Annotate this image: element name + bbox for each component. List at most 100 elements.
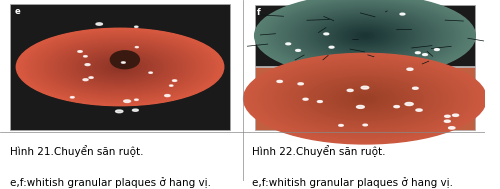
Text: Hình 22.Chuyển sãn ruột.: Hình 22.Chuyển sãn ruột.: [252, 145, 386, 157]
Circle shape: [299, 11, 431, 60]
Circle shape: [300, 12, 430, 60]
Circle shape: [296, 50, 300, 51]
Circle shape: [285, 69, 445, 129]
Circle shape: [260, 0, 470, 75]
Circle shape: [334, 87, 396, 110]
Circle shape: [309, 78, 421, 119]
Circle shape: [26, 32, 214, 102]
Circle shape: [314, 16, 416, 55]
Circle shape: [312, 16, 418, 56]
Circle shape: [63, 46, 177, 88]
Circle shape: [266, 61, 464, 136]
Circle shape: [348, 92, 382, 105]
Text: Hình 21.Chuyển sãn ruột.: Hình 21.Chuyển sãn ruột.: [10, 145, 143, 157]
Circle shape: [84, 53, 156, 81]
Circle shape: [286, 43, 290, 45]
Circle shape: [452, 114, 458, 116]
Circle shape: [444, 120, 450, 122]
Circle shape: [68, 48, 172, 86]
Circle shape: [346, 91, 385, 106]
Circle shape: [290, 70, 440, 127]
Circle shape: [107, 62, 133, 72]
Circle shape: [314, 80, 416, 118]
Circle shape: [343, 91, 387, 107]
Circle shape: [20, 30, 220, 104]
Circle shape: [303, 98, 308, 100]
Circle shape: [328, 85, 402, 112]
Circle shape: [338, 25, 392, 46]
Circle shape: [319, 19, 411, 53]
Circle shape: [280, 67, 450, 130]
Text: e: e: [14, 7, 20, 16]
Circle shape: [64, 46, 176, 88]
Circle shape: [60, 45, 180, 89]
Circle shape: [302, 12, 428, 59]
Circle shape: [298, 83, 304, 85]
Circle shape: [71, 49, 170, 85]
Circle shape: [26, 32, 214, 102]
Circle shape: [134, 99, 138, 100]
Circle shape: [336, 88, 394, 109]
Circle shape: [284, 5, 446, 66]
Circle shape: [292, 8, 438, 63]
Circle shape: [363, 35, 367, 36]
Circle shape: [258, 59, 472, 139]
Circle shape: [112, 64, 128, 70]
Circle shape: [115, 65, 125, 69]
Circle shape: [356, 32, 374, 39]
Circle shape: [172, 80, 176, 81]
Circle shape: [268, 62, 462, 135]
Circle shape: [262, 0, 468, 74]
Circle shape: [350, 30, 380, 41]
Circle shape: [94, 57, 146, 77]
Circle shape: [362, 34, 368, 37]
Circle shape: [362, 98, 368, 100]
Bar: [254, 5, 476, 66]
Circle shape: [30, 34, 210, 100]
Circle shape: [321, 19, 409, 52]
Circle shape: [66, 47, 174, 87]
Circle shape: [302, 75, 428, 122]
Circle shape: [344, 28, 385, 43]
Circle shape: [326, 84, 404, 113]
Bar: [10, 4, 230, 130]
Circle shape: [306, 77, 423, 120]
Circle shape: [42, 38, 198, 96]
Circle shape: [405, 102, 413, 105]
Circle shape: [324, 21, 406, 51]
Circle shape: [271, 1, 458, 71]
Text: f: f: [257, 8, 261, 17]
Circle shape: [44, 38, 197, 95]
Circle shape: [124, 100, 130, 102]
Circle shape: [306, 14, 424, 58]
Circle shape: [50, 41, 190, 93]
Circle shape: [400, 13, 405, 15]
Circle shape: [106, 62, 134, 72]
Circle shape: [448, 127, 455, 129]
Text: e,f:whitish granular plaques ở hang vị.: e,f:whitish granular plaques ở hang vị.: [10, 177, 210, 188]
Circle shape: [102, 60, 138, 74]
Circle shape: [295, 10, 435, 62]
Circle shape: [74, 50, 166, 84]
Circle shape: [59, 44, 181, 90]
Circle shape: [251, 56, 479, 141]
Circle shape: [134, 26, 138, 27]
Circle shape: [290, 8, 440, 64]
Circle shape: [81, 53, 159, 81]
Circle shape: [407, 68, 413, 70]
Bar: [254, 67, 476, 130]
Circle shape: [76, 50, 164, 83]
Circle shape: [103, 61, 137, 73]
Circle shape: [268, 0, 462, 72]
Circle shape: [360, 97, 370, 101]
Circle shape: [258, 0, 472, 75]
Circle shape: [56, 43, 184, 91]
Circle shape: [93, 57, 148, 77]
Circle shape: [340, 90, 389, 108]
Circle shape: [136, 46, 138, 48]
Circle shape: [294, 72, 436, 125]
Circle shape: [276, 3, 453, 69]
Circle shape: [74, 50, 166, 84]
Circle shape: [45, 39, 195, 95]
Circle shape: [108, 63, 132, 71]
